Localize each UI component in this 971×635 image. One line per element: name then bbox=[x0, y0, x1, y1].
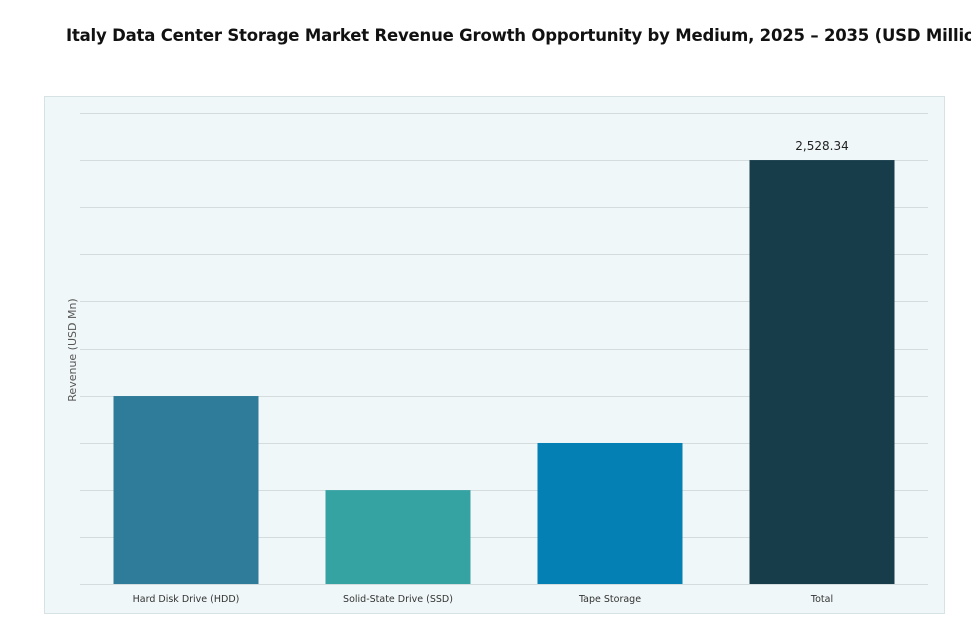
bar bbox=[749, 160, 895, 584]
x-tick-label: Tape Storage bbox=[578, 594, 641, 605]
data-label: 2,528.34 bbox=[795, 139, 848, 153]
bar bbox=[113, 396, 259, 584]
x-tick-label: Total bbox=[810, 594, 833, 605]
bar bbox=[325, 490, 471, 584]
x-tick-label: Hard Disk Drive (HDD) bbox=[133, 594, 240, 605]
chart-title: Italy Data Center Storage Market Revenue… bbox=[66, 26, 971, 45]
bar bbox=[537, 442, 683, 584]
x-tick-label: Solid-State Drive (SSD) bbox=[343, 594, 453, 605]
y-axis-label: Revenue (USD Mn) bbox=[66, 298, 79, 401]
